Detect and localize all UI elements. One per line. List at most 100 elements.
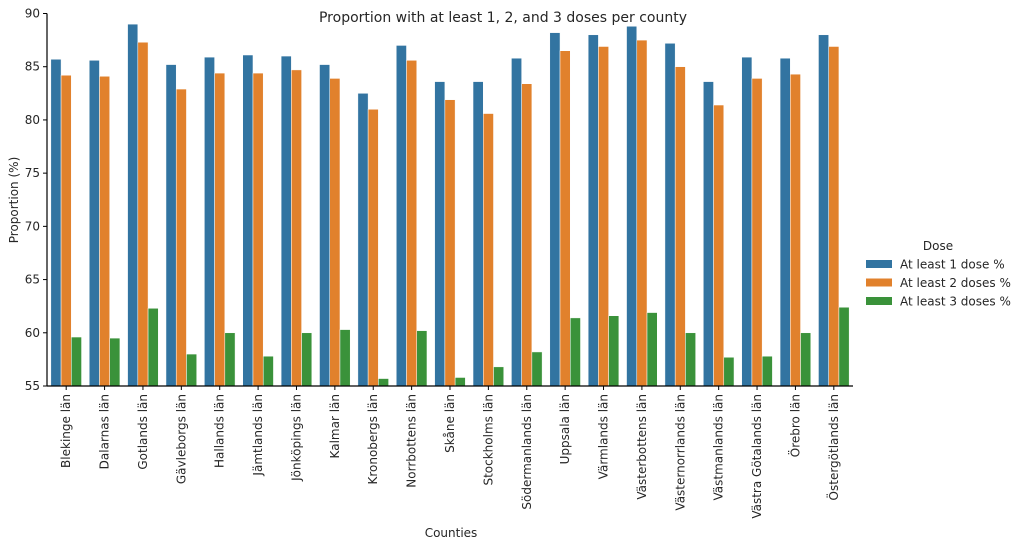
bar-3-7: [339, 329, 351, 387]
bar-2-4: [214, 72, 226, 387]
bar-2-6: [291, 69, 302, 387]
x-tick-label: Östergötlands län: [825, 394, 841, 500]
y-tick-label: 80: [25, 113, 40, 127]
bar-2-1: [99, 76, 110, 387]
bar-1-17: [703, 81, 714, 387]
bar-3-4: [224, 332, 236, 387]
bar-2-16: [674, 66, 686, 387]
bar-1-6: [280, 55, 292, 387]
bar-3-6: [301, 332, 313, 387]
bar-1-0: [50, 59, 62, 387]
bar-1-18: [741, 56, 753, 387]
y-tick-label: 70: [25, 219, 40, 233]
chart-title: Proportion with at least 1, 2, and 3 dos…: [319, 10, 687, 26]
bar-3-20: [838, 306, 850, 387]
bar-2-7: [329, 78, 341, 387]
bar-1-12: [511, 57, 522, 387]
bar-2-9: [406, 60, 417, 387]
bar-2-0: [60, 74, 72, 387]
bar-1-10: [434, 81, 446, 387]
x-tick-label: Hallands län: [213, 394, 227, 468]
bar-3-9: [416, 330, 428, 387]
bar-2-15: [636, 39, 648, 387]
y-tick-label: 55: [25, 379, 40, 393]
bar-3-0: [71, 336, 82, 387]
bar-1-1: [88, 60, 100, 387]
y-axis: 55 60 65 70 75 80 85 90: [25, 7, 48, 393]
x-tick-label: Stockholms län: [481, 394, 495, 486]
bar-3-18: [761, 355, 773, 387]
bar-2-10: [444, 99, 456, 387]
bar-3-13: [570, 317, 581, 387]
bar-3-1: [109, 337, 121, 387]
bar-2-12: [521, 83, 533, 387]
bar-1-14: [587, 34, 599, 387]
bar-1-9: [396, 45, 407, 387]
x-tick-label: Kalmar län: [328, 394, 342, 458]
bars-group: [50, 23, 850, 387]
bar-2-17: [713, 104, 725, 387]
legend-label-2: At least 2 doses %: [900, 276, 1011, 290]
bar-1-15: [626, 26, 638, 387]
bar-3-14: [608, 315, 620, 387]
bar-3-15: [646, 312, 658, 387]
bar-1-4: [204, 56, 215, 387]
x-tick-label: Västmanlands län: [712, 394, 726, 501]
y-tick-label: 65: [25, 273, 40, 287]
x-tick-label: Västra Götalands län: [750, 394, 764, 519]
bar-3-8: [378, 378, 389, 387]
legend-swatch-1: [866, 260, 892, 268]
bar-2-11: [483, 113, 494, 387]
bar-3-10: [454, 377, 466, 387]
x-tick-label: Södermanlands län: [520, 394, 534, 510]
x-axis-label: Counties: [425, 526, 478, 540]
bar-3-3: [186, 353, 197, 387]
x-axis: Blekinge län Dalarnas län Gotlands län Gävl…: [47, 385, 853, 519]
y-tick-label: 90: [25, 7, 40, 21]
bar-3-19: [800, 332, 812, 387]
legend-swatch-3: [866, 297, 892, 305]
bar-1-2: [127, 23, 139, 387]
bar-1-13: [549, 32, 561, 387]
x-tick-label: Blekinge län: [59, 394, 73, 468]
bar-2-14: [598, 46, 609, 387]
x-tick-label: Dalarnas län: [98, 394, 112, 469]
bar-2-19: [790, 73, 801, 387]
bar-2-18: [751, 78, 763, 387]
x-tick-label: Västernorrlands län: [673, 394, 687, 511]
x-tick-label: Jönköpings län: [289, 394, 303, 482]
x-tick-label: Örebro län: [786, 394, 802, 457]
bar-2-20: [828, 46, 840, 387]
legend-title: Dose: [923, 239, 953, 253]
bar-3-16: [685, 332, 696, 387]
bar-2-5: [252, 72, 264, 387]
bar-3-11: [493, 366, 504, 387]
bar-3-17: [723, 357, 735, 387]
bar-1-5: [242, 54, 254, 387]
y-tick-label: 85: [25, 60, 40, 74]
bar-2-3: [175, 88, 187, 387]
legend: Dose At least 1 dose % At least 2 doses %…: [866, 239, 1011, 309]
bar-1-11: [472, 81, 484, 387]
bar-3-5: [262, 355, 274, 387]
x-tick-label: Västerbottens län: [635, 394, 649, 500]
x-tick-label: Gävleborgs län: [174, 394, 188, 484]
bar-1-3: [165, 64, 177, 387]
x-tick-label: Norrbottens län: [405, 394, 419, 488]
bar-1-20: [818, 34, 829, 387]
y-axis-label: Proportion (%): [7, 157, 21, 244]
legend-swatch-2: [866, 278, 892, 287]
x-tick-label: Skåne län: [443, 394, 457, 453]
x-tick-label: Uppsala län: [558, 394, 572, 464]
bar-2-13: [559, 50, 571, 387]
legend-label-1: At least 1 dose %: [900, 258, 1005, 272]
bar-1-7: [319, 64, 330, 387]
bar-3-12: [531, 351, 543, 387]
y-tick-label: 60: [25, 326, 40, 340]
y-tick-label: 75: [25, 166, 40, 180]
x-tick-label: Värmlands län: [597, 394, 611, 479]
x-tick-label: Jämtlands län: [251, 394, 265, 477]
bar-2-2: [137, 41, 149, 387]
legend-label-3: At least 3 doses %: [900, 295, 1011, 309]
